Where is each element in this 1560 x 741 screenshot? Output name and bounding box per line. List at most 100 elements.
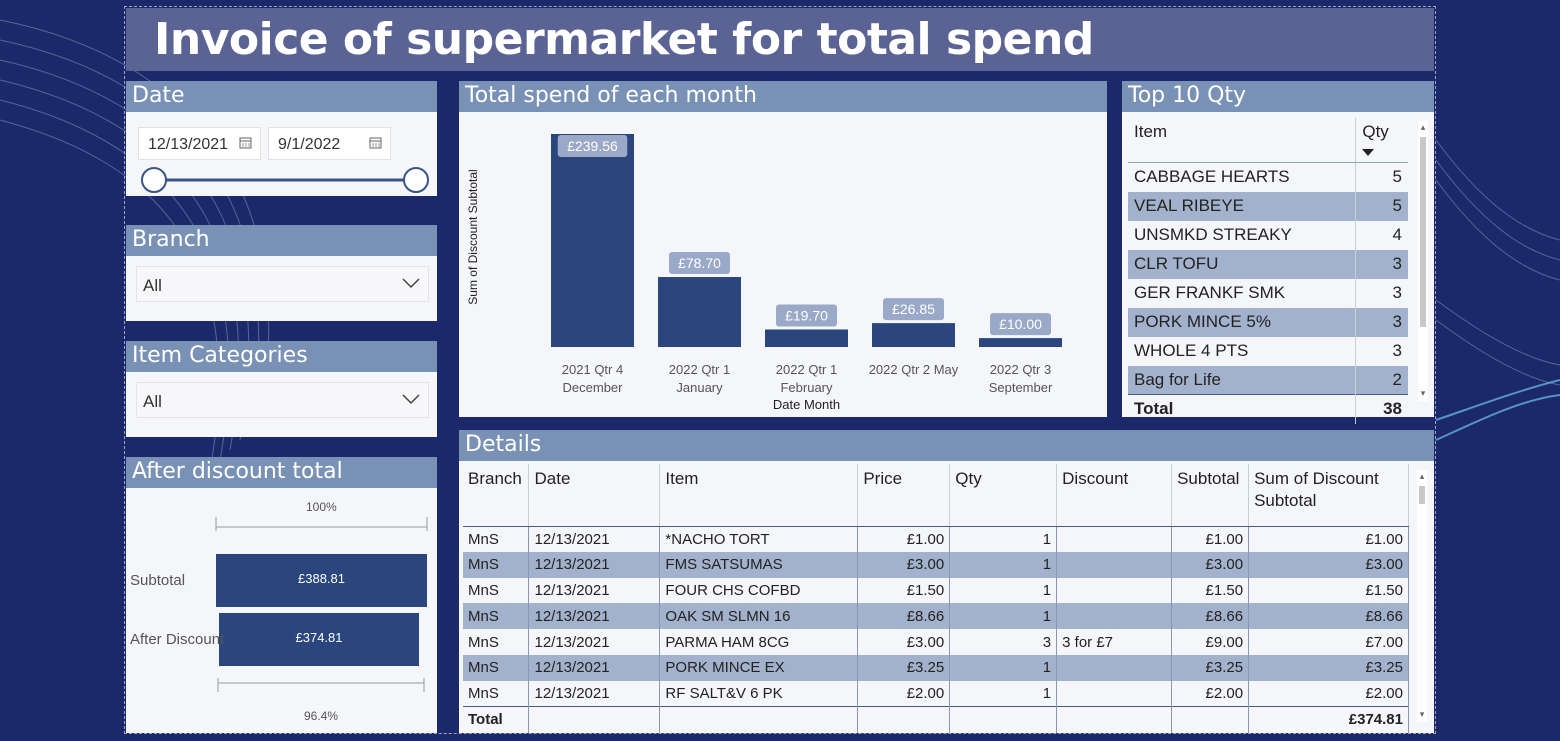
x-tick-label: January (676, 380, 723, 395)
top10-col-item[interactable]: Item (1128, 118, 1357, 163)
details-cell: £3.25 (1248, 654, 1409, 681)
top10-row[interactable]: WHOLE 4 PTS 3 (1128, 336, 1408, 366)
slider-end-handle[interactable] (403, 167, 429, 193)
min-percent-label: 96.4% (304, 709, 339, 723)
details-cell: 1 (949, 603, 1058, 630)
details-col-header[interactable]: Date (528, 464, 661, 527)
details-cell: MnS (463, 654, 530, 681)
details-cell: 12/13/2021 (528, 526, 661, 552)
details-cell: 12/13/2021 (528, 577, 661, 604)
details-cell: MnS (463, 603, 530, 630)
details-col-header[interactable]: Branch (463, 464, 530, 527)
details-cell: £8.66 (1248, 603, 1409, 630)
top10-qty-cell: 3 (1355, 249, 1408, 279)
chart-bar[interactable] (658, 277, 741, 347)
details-col-header[interactable]: Sum of Discount Subtotal (1248, 464, 1409, 527)
details-cell (1056, 577, 1173, 604)
details-total-empty (1056, 706, 1173, 733)
category-dropdown[interactable]: All (136, 382, 429, 418)
details-cell: £2.00 (857, 680, 951, 707)
details-col-header[interactable]: Subtotal (1171, 464, 1250, 527)
top10-table: Item Qty CABBAGE HEARTS 5 VEAL RIBEYE 5 UNSM… (1128, 118, 1408, 424)
top10-row[interactable]: Bag for Life 2 (1128, 365, 1408, 395)
data-label: £10.00 (999, 316, 1042, 332)
data-label-box[interactable] (669, 252, 730, 275)
after-discount-bar[interactable]: £374.81 (219, 613, 419, 666)
details-cell: PARMA HAM 8CG (659, 629, 859, 655)
scroll-thumb[interactable] (1419, 486, 1425, 504)
data-label: £26.85 (892, 301, 935, 317)
branch-dropdown[interactable]: All (136, 266, 429, 302)
details-scrollbar[interactable]: ▴ ▾ (1417, 470, 1427, 722)
bottom-range-bracket (217, 678, 425, 692)
top10-item-cell: UNSMKD STREAKY (1128, 220, 1357, 250)
end-date-input[interactable]: 9/1/2022 (268, 127, 391, 160)
details-col-header[interactable]: Price (857, 464, 951, 527)
top10-qty-cell: 5 (1392, 167, 1402, 187)
details-row[interactable]: MnS 12/13/2021 PORK MINCE EX £3.25 1 £3.25 £3.… (463, 654, 1409, 681)
chart-bar[interactable] (551, 134, 634, 347)
slider-start-handle[interactable] (141, 167, 167, 193)
details-cell (1056, 680, 1173, 707)
top10-row[interactable]: UNSMKD STREAKY 4 (1128, 220, 1408, 250)
top10-total-value: 38 (1355, 394, 1408, 424)
data-label-box[interactable] (776, 304, 837, 327)
top10-item-cell: Bag for Life (1128, 365, 1357, 395)
top10-scrollbar[interactable]: ▴ ▾ (1418, 121, 1428, 401)
details-cell: 12/13/2021 (528, 603, 661, 630)
top10-row[interactable]: PORK MINCE 5% 3 (1128, 307, 1408, 337)
scroll-down-icon[interactable]: ▾ (1419, 710, 1425, 720)
details-cell: 3 (949, 629, 1058, 655)
details-cell: £7.00 (1248, 629, 1409, 655)
details-row[interactable]: MnS 12/13/2021 FMS SATSUMAS £3.00 1 £3.00 £3.0… (463, 551, 1409, 578)
details-cell: 1 (949, 577, 1058, 604)
end-date-value: 9/1/2022 (278, 136, 341, 153)
details-cell: *NACHO TORT (659, 526, 859, 552)
details-col-header[interactable]: Item (659, 464, 859, 527)
x-tick-label: 2022 Qtr 3 (990, 362, 1051, 377)
details-col-header[interactable]: Discount (1056, 464, 1173, 527)
top10-item-cell: VEAL RIBEYE (1128, 191, 1357, 221)
details-panel: Details Branch Date Item Price Qty Discount Su… (459, 430, 1434, 733)
chart-bar[interactable] (765, 329, 848, 347)
details-row[interactable]: MnS 12/13/2021 OAK SM SLMN 16 £8.66 1 £8.66 £8… (463, 603, 1409, 630)
start-date-input[interactable]: 12/13/2021 (138, 127, 261, 160)
details-cell: 3 for £7 (1056, 629, 1173, 655)
top10-row[interactable]: CABBAGE HEARTS 5 (1128, 162, 1408, 192)
details-cell: FMS SATSUMAS (659, 551, 859, 578)
top10-row[interactable]: GER FRANKF SMK 3 (1128, 278, 1408, 308)
details-table: Branch Date Item Price Qty Discount Subtotal Su… (463, 464, 1409, 733)
scroll-up-icon[interactable]: ▴ (1419, 472, 1425, 482)
details-cell: 1 (949, 551, 1058, 578)
details-cell: 1 (949, 526, 1058, 552)
subtotal-bar-value: £388.81 (298, 571, 345, 586)
details-cell: MnS (463, 577, 530, 604)
details-col-header[interactable]: Qty (949, 464, 1058, 527)
scroll-up-icon[interactable]: ▴ (1420, 123, 1426, 133)
date-slicer: Date 12/13/2021 9/1/2022 (126, 81, 437, 196)
details-row[interactable]: MnS 12/13/2021 RF SALT&V 6 PK £2.00 1 £2.00 £2… (463, 680, 1409, 707)
date-range-slider[interactable] (126, 165, 437, 195)
top10-col-qty[interactable]: Qty (1355, 118, 1408, 163)
details-total-empty (857, 706, 951, 733)
details-cell (1056, 654, 1173, 681)
data-label-box[interactable] (990, 313, 1051, 336)
top10-row[interactable]: CLR TOFU 3 (1128, 249, 1408, 279)
details-cell (1056, 603, 1173, 630)
subtotal-label: Subtotal (130, 572, 186, 589)
calendar-icon[interactable] (239, 136, 252, 149)
data-label-box[interactable] (883, 298, 944, 321)
chart-bar[interactable] (979, 338, 1062, 347)
after-discount-label: After Discount (130, 631, 225, 648)
x-tick-label: December (563, 380, 624, 395)
data-label-box[interactable] (557, 135, 628, 157)
top10-row[interactable]: VEAL RIBEYE 5 (1128, 191, 1408, 221)
details-row[interactable]: MnS 12/13/2021 *NACHO TORT £1.00 1 £1.00 £1.00 (463, 526, 1409, 552)
details-row[interactable]: MnS 12/13/2021 FOUR CHS COFBD £1.50 1 £1.50 £1… (463, 577, 1409, 604)
subtotal-bar[interactable]: £388.81 (216, 554, 427, 607)
details-row[interactable]: MnS 12/13/2021 PARMA HAM 8CG £3.00 3 3 for £7… (463, 629, 1409, 655)
calendar-icon[interactable] (369, 136, 382, 149)
scroll-thumb[interactable] (1420, 137, 1426, 327)
chart-bar[interactable] (872, 323, 955, 347)
scroll-down-icon[interactable]: ▾ (1420, 389, 1426, 399)
